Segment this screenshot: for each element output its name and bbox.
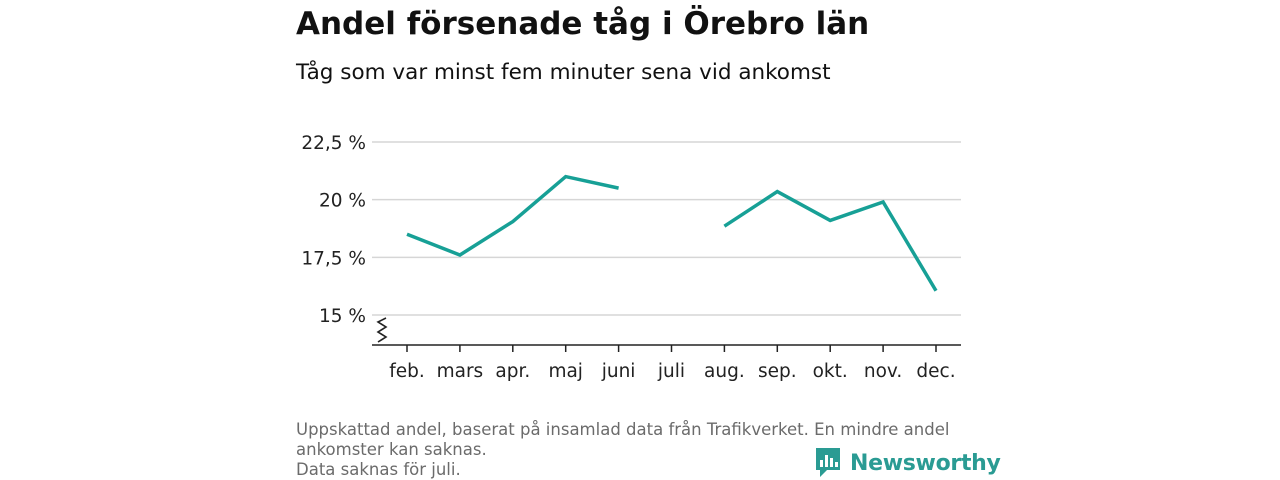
footnote-line-2: ankomster kan saknas. [296, 440, 487, 459]
x-axis [372, 317, 961, 346]
series-line-segment [723, 189, 938, 292]
x-tick-label: okt. [813, 361, 848, 382]
footnote-line-3: Data saknas för juli. [296, 460, 461, 479]
y-axis-break-icon [376, 317, 388, 343]
y-tick-label: 22,5 % [301, 133, 366, 154]
x-axis-ticks: feb. mars apr. maj juni juli aug. sep. okt. nov. d… [389, 345, 956, 382]
x-tick-label: nov. [864, 361, 902, 382]
bar-chart-badge-icon [816, 448, 840, 477]
newsworthy-logo: Newsworthy [814, 446, 1001, 480]
gridlines [372, 141, 961, 316]
x-tick-label: mars [437, 361, 484, 382]
x-tick-label: feb. [389, 361, 425, 382]
y-axis-tick-labels: 15 % 17,5 % 20 % 22,5 % [301, 133, 366, 327]
series-line-segment [406, 174, 619, 257]
brand-name: Newsworthy [850, 450, 1001, 476]
y-tick-label: 20 % [319, 191, 366, 212]
chart-subtitle: Tåg som var minst fem minuter sena vid a… [296, 60, 831, 85]
x-tick-label: dec. [916, 361, 955, 382]
x-tick-label: juli [657, 361, 685, 382]
x-tick-label: sep. [758, 361, 797, 382]
x-tick-label: aug. [704, 361, 745, 382]
x-tick-label: juni [601, 361, 636, 382]
y-tick-label: 15 % [319, 306, 366, 327]
footnote: Uppskattad andel, baserat på insamlad da… [296, 420, 986, 480]
series-lines [406, 174, 938, 292]
x-tick-label: apr. [495, 361, 530, 382]
footnote-line-1: Uppskattad andel, baserat på insamlad da… [296, 420, 950, 439]
chart-title: Andel försenade tåg i Örebro län [296, 6, 870, 42]
y-tick-label: 17,5 % [301, 248, 366, 269]
x-tick-label: maj [548, 361, 583, 382]
